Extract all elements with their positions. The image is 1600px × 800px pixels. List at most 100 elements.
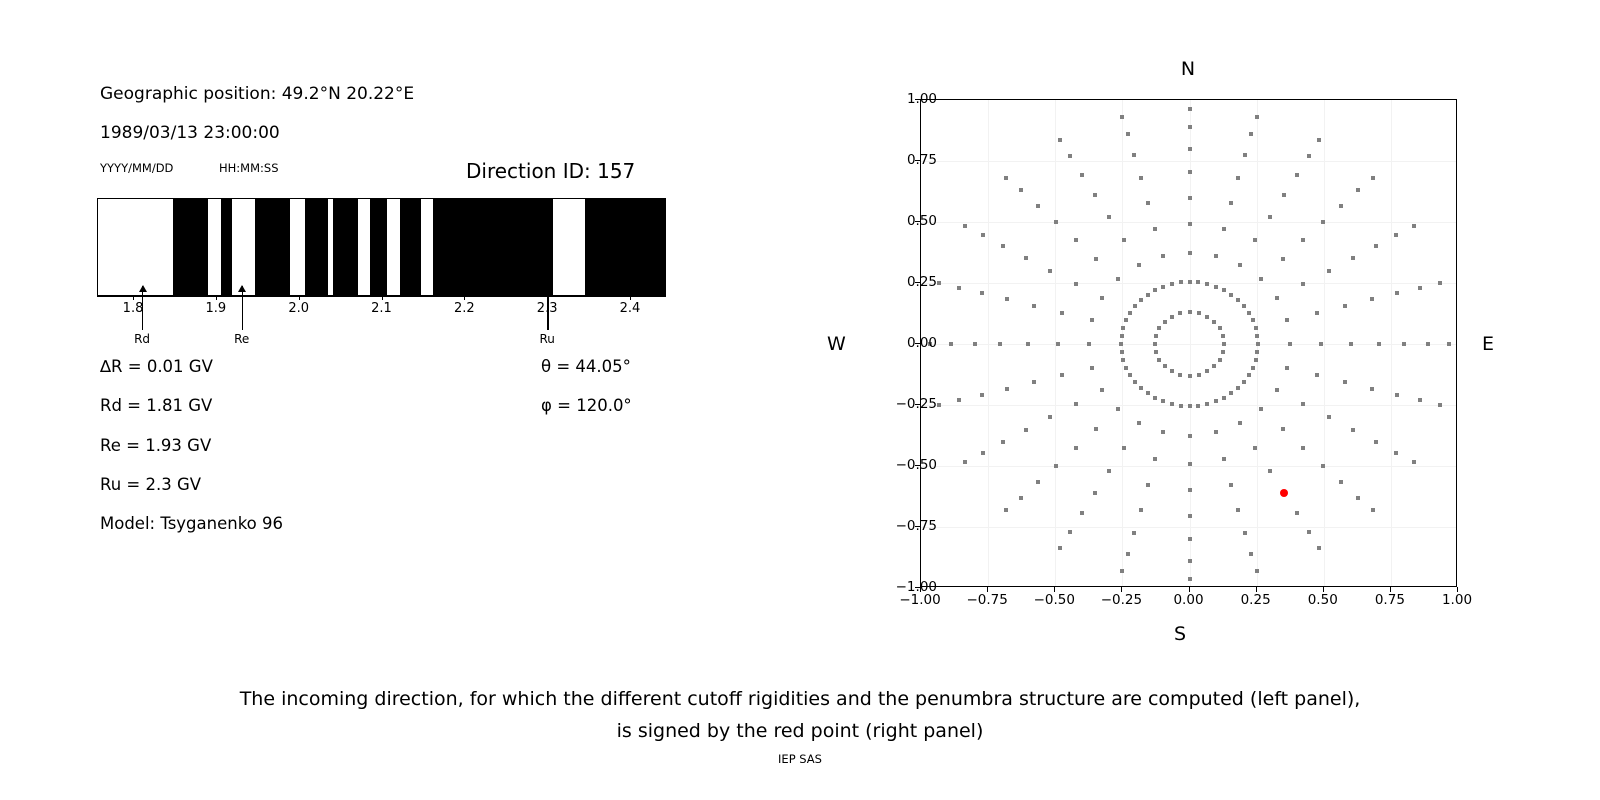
- direction-point: [1124, 318, 1129, 323]
- compass-label-west: W: [827, 333, 846, 355]
- direction-point: [1086, 342, 1091, 346]
- direction-point: [998, 342, 1003, 346]
- direction-point: [1301, 401, 1306, 406]
- y-axis-tick-label: 0.25: [906, 274, 937, 290]
- direction-point: [1100, 387, 1105, 392]
- axis-tick-label: 2.4: [619, 301, 641, 316]
- direction-point: [1274, 387, 1279, 392]
- direction-point: [980, 291, 985, 296]
- direction-point: [1370, 508, 1375, 513]
- direction-point: [1138, 508, 1143, 513]
- direction-point: [1235, 385, 1240, 390]
- x-axis-tick-mark: [987, 587, 989, 592]
- direction-point: [1249, 132, 1254, 137]
- direction-point: [1131, 530, 1136, 535]
- direction-point: [1145, 200, 1150, 205]
- direction-point: [1106, 468, 1111, 473]
- penumbra-bar: [97, 198, 666, 296]
- direction-point: [1035, 203, 1040, 208]
- direction-point: [1229, 483, 1234, 488]
- direction-point: [1187, 559, 1192, 564]
- direction-point: [1116, 406, 1121, 411]
- direction-point: [1373, 244, 1378, 249]
- direction-point: [1221, 350, 1226, 355]
- direction-point: [956, 285, 961, 290]
- direction-point: [1317, 545, 1322, 550]
- x-axis-tick-label: −0.75: [966, 592, 1008, 608]
- allowed-band: [98, 199, 173, 295]
- direction-point: [1235, 298, 1240, 302]
- y-axis-tick-label: 0.75: [906, 152, 937, 168]
- direction-point: [1212, 364, 1217, 369]
- direction-point: [1258, 406, 1263, 411]
- direction-point: [1213, 430, 1218, 435]
- direction-point: [1351, 255, 1356, 260]
- direction-point: [1217, 326, 1222, 331]
- direction-point: [1187, 124, 1192, 129]
- direction-point: [1131, 153, 1136, 158]
- axis-tick-mark: [381, 296, 383, 300]
- x-axis-tick-label: 0.50: [1307, 592, 1338, 608]
- direction-point: [1280, 257, 1285, 262]
- direction-point: [1004, 175, 1009, 180]
- direction-point: [1196, 280, 1201, 285]
- y-axis-tick-mark: [915, 99, 920, 100]
- direction-point: [1057, 138, 1062, 143]
- direction-point: [1018, 188, 1023, 193]
- time-format-hint: HH:MM:SS: [219, 161, 279, 175]
- direction-point: [1314, 372, 1319, 377]
- axis-tick-label: 1.8: [122, 301, 144, 316]
- direction-point: [1343, 379, 1348, 384]
- direction-point: [1402, 342, 1407, 346]
- y-axis-tick-mark: [915, 221, 920, 222]
- direction-point: [1106, 215, 1111, 220]
- direction-point: [1137, 421, 1142, 426]
- direction-point: [1139, 385, 1144, 390]
- direction-point: [1237, 421, 1242, 426]
- direction-point: [1094, 257, 1099, 262]
- direction-point: [1213, 284, 1218, 289]
- direction-point: [1119, 342, 1124, 346]
- direction-point: [1073, 401, 1078, 406]
- rd-value: Rd = 1.81 GV: [100, 396, 213, 415]
- direction-point: [1187, 279, 1192, 284]
- direction-point: [1004, 386, 1009, 391]
- geographic-position-text: Geographic position: 49.2°N 20.22°E: [100, 84, 415, 104]
- direction-point: [1229, 200, 1234, 205]
- direction-point: [1222, 342, 1227, 346]
- right-panel: N S W E −1.00 −0.75 −0.50 −0.25 0.00 0.25 0.50…: [800, 0, 1600, 660]
- y-axis-tick-mark: [915, 526, 920, 527]
- direction-point: [1120, 569, 1125, 574]
- date-format-hint: YYYY/MM/DD: [100, 161, 174, 175]
- x-axis-tick-mark: [1188, 587, 1190, 592]
- direction-point: [1418, 398, 1423, 403]
- direction-map-plot[interactable]: [920, 99, 1457, 587]
- direction-point: [1187, 169, 1192, 174]
- direction-point: [1161, 430, 1166, 435]
- gridline-vertical: [1055, 100, 1057, 586]
- direction-point: [1301, 445, 1306, 450]
- direction-point: [1343, 304, 1348, 309]
- direction-point: [1327, 415, 1332, 420]
- direction-point: [1187, 514, 1192, 519]
- selected-direction-point[interactable]: [1280, 489, 1289, 498]
- direction-point: [1187, 461, 1192, 466]
- direction-point: [1053, 220, 1058, 225]
- x-axis-tick-label: 1.00: [1441, 592, 1473, 608]
- direction-point: [1288, 342, 1293, 346]
- direction-point: [1121, 445, 1126, 450]
- direction-point: [1221, 226, 1226, 231]
- arrow-up-icon: [138, 285, 147, 292]
- direction-point: [1394, 392, 1399, 397]
- direction-point: [1128, 373, 1133, 378]
- direction-point: [1306, 530, 1311, 535]
- direction-point: [937, 281, 942, 286]
- direction-point: [1274, 296, 1279, 301]
- direction-point: [1370, 297, 1375, 302]
- direction-point: [1138, 175, 1143, 180]
- direction-point: [1280, 426, 1285, 431]
- ru-value: Ru = 2.3 GV: [100, 475, 202, 494]
- allowed-band: [420, 199, 433, 295]
- direction-point: [1236, 175, 1241, 180]
